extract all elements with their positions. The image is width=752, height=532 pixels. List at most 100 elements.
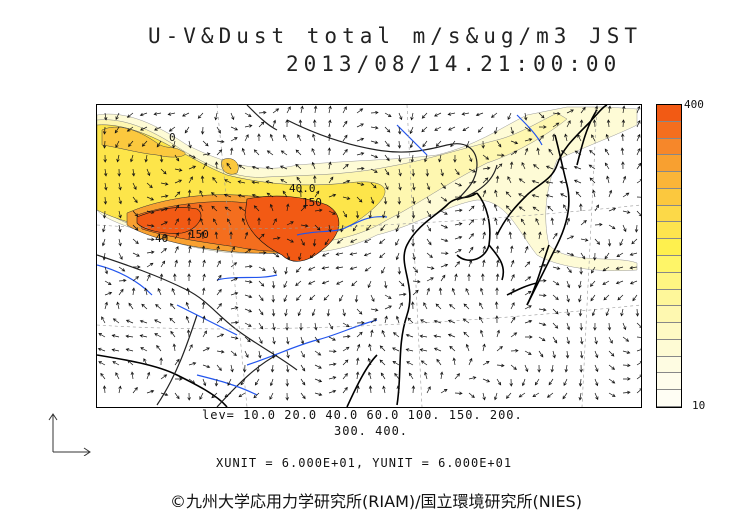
wind-arrow	[230, 291, 239, 296]
wind-arrow	[573, 165, 582, 170]
wind-arrow	[132, 238, 139, 245]
wind-arrow	[143, 358, 148, 366]
wind-arrow	[256, 364, 260, 373]
wind-arrow	[636, 196, 641, 198]
wind-arrow	[433, 319, 442, 324]
wind-arrow	[589, 149, 596, 156]
wind-arrow	[405, 348, 414, 352]
color-legend	[656, 104, 682, 408]
wind-arrow	[356, 343, 361, 352]
wind-arrow	[244, 350, 249, 358]
wind-arrow	[524, 147, 529, 156]
wind-arrow	[482, 259, 486, 268]
wind-arrow	[590, 294, 596, 302]
legend-swatch	[657, 138, 681, 156]
wind-arrow	[494, 126, 498, 135]
wind-arrow	[271, 350, 276, 359]
wind-arrow	[300, 378, 306, 386]
wind-arrow	[201, 245, 206, 254]
wind-arrow	[440, 210, 448, 215]
wind-arrow	[299, 322, 303, 331]
wind-arrow	[594, 364, 599, 373]
wind-arrow	[321, 280, 330, 285]
wind-arrow	[552, 250, 561, 254]
wind-arrow	[342, 386, 348, 394]
wind-arrow	[269, 378, 274, 387]
wind-arrow	[538, 112, 545, 119]
wind-arrow	[380, 372, 386, 380]
wind-arrow	[380, 224, 386, 232]
wind-arrow	[550, 364, 555, 373]
wind-arrow	[216, 333, 225, 338]
wind-arrow	[552, 294, 559, 301]
wind-arrow	[454, 195, 463, 199]
wind-arrow	[524, 245, 529, 254]
wind-arrow	[188, 176, 193, 184]
contour-label-e: 0	[169, 131, 176, 144]
wind-arrow	[566, 217, 571, 226]
wind-arrow	[311, 147, 316, 156]
wind-arrow	[636, 361, 641, 366]
wind-arrow	[111, 334, 120, 338]
wind-arrow	[636, 374, 641, 380]
wind-arrow	[454, 235, 463, 240]
wind-arrow	[269, 133, 274, 142]
wind-arrow	[298, 119, 303, 128]
wind-arrow	[580, 238, 589, 242]
wind-arrow	[620, 147, 625, 156]
wind-arrow	[118, 196, 122, 205]
wind-arrow	[313, 119, 317, 128]
wind-arrow	[226, 162, 232, 170]
wind-arrow	[112, 318, 120, 324]
wind-arrow	[398, 280, 405, 287]
wind-arrow	[440, 168, 444, 177]
wind-arrow	[552, 336, 558, 344]
wind-arrow	[440, 251, 449, 256]
wind-arrow	[300, 223, 309, 228]
wind-arrow	[295, 163, 302, 170]
wind-arrow	[608, 364, 616, 370]
wind-arrow	[384, 140, 390, 148]
wind-arrow	[495, 175, 500, 184]
wind-arrow	[482, 154, 490, 160]
wind-arrow	[224, 179, 232, 184]
wind-arrow	[468, 357, 473, 366]
legend-min-label: 10	[692, 399, 706, 412]
wind-arrow	[356, 108, 364, 114]
wind-arrow	[479, 287, 484, 296]
wind-arrow	[622, 350, 631, 354]
wind-arrow	[518, 392, 526, 398]
wind-arrow	[617, 294, 624, 301]
wind-arrow	[295, 266, 302, 273]
wind-arrow	[132, 224, 139, 231]
wind-arrow	[536, 147, 540, 156]
wind-arrow	[468, 233, 474, 240]
wind-arrow	[170, 303, 176, 310]
wind-arrow	[579, 266, 583, 275]
wind-arrow	[482, 361, 490, 366]
wind-arrow	[174, 204, 180, 212]
wind-arrow	[146, 389, 155, 394]
wind-arrow	[589, 280, 596, 287]
wind-arrow	[384, 182, 389, 191]
wind-arrow	[297, 308, 302, 317]
wind-arrow	[269, 203, 274, 212]
wind-arrow	[244, 308, 253, 313]
wind-arrow	[450, 140, 456, 148]
wind-arrow	[355, 371, 360, 380]
wind-arrow	[214, 231, 219, 240]
wind-arrow	[419, 348, 428, 352]
wind-arrow	[463, 303, 470, 310]
wind-arrow	[566, 252, 575, 257]
wind-arrow	[283, 294, 288, 303]
wind-arrow	[608, 392, 616, 397]
wind-arrow	[340, 224, 344, 233]
wind-arrow	[244, 231, 249, 240]
wind-arrow	[224, 392, 232, 398]
wind-arrow	[272, 218, 277, 226]
wind-arrow	[509, 161, 514, 170]
levels-line1: lev= 10.0 20.0 40.0 60.0 100. 150. 200.	[202, 408, 523, 422]
wind-arrow	[395, 238, 400, 246]
legend-swatch	[657, 373, 681, 391]
wind-arrow	[607, 322, 612, 331]
